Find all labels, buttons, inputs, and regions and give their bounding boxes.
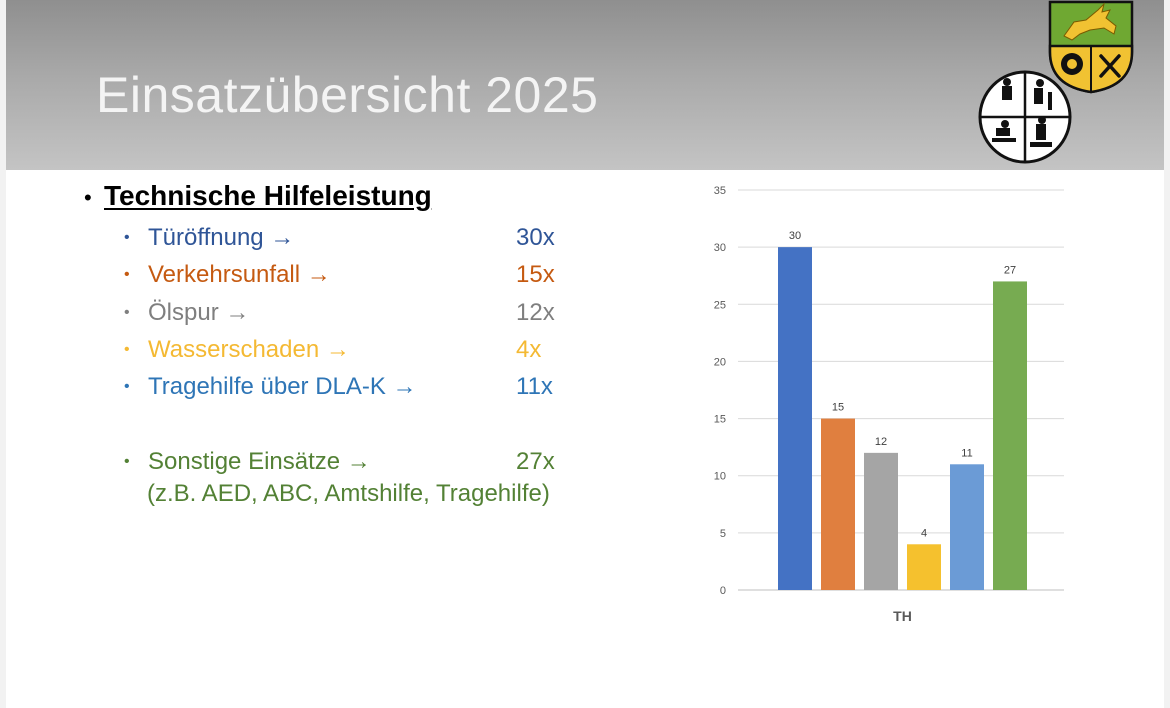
item-label: Verkehrsunfall →	[148, 261, 331, 288]
slide: Einsatzübersicht 2025	[6, 0, 1164, 708]
bullet-icon: •	[124, 266, 130, 283]
item-label: Sonstige Einsätze →	[148, 448, 371, 475]
fire-brigade-logo-icon	[978, 70, 1072, 164]
item-label: Türöffnung →	[148, 224, 295, 251]
bar	[907, 544, 941, 590]
list-item-oelspur: • Ölspur → 12x	[124, 299, 555, 327]
y-tick-label: 10	[714, 471, 726, 483]
y-tick-label: 20	[714, 356, 726, 368]
bullet-icon: •	[124, 229, 130, 246]
bar	[950, 464, 984, 590]
list-item-wasserschaden: • Wasserschaden → 4x	[124, 336, 541, 364]
item-count: 30x	[516, 224, 555, 251]
x-category-label: TH	[893, 608, 912, 624]
slide-title: Einsatzübersicht 2025	[96, 67, 599, 123]
bullet-icon: •	[124, 453, 130, 470]
item-count: 4x	[516, 336, 542, 363]
section-heading-text: Technische Hilfeleistung	[104, 180, 432, 211]
title-banner: Einsatzübersicht 2025	[6, 0, 1164, 170]
data-label: 30	[789, 230, 801, 242]
item-count: 12x	[516, 299, 555, 326]
y-tick-label: 15	[714, 414, 726, 426]
bullet-icon: •	[124, 304, 130, 321]
item-label: Ölspur →	[148, 299, 250, 326]
section-heading: • Technische Hilfeleistung	[84, 180, 432, 212]
bar	[778, 247, 812, 590]
bar	[821, 418, 855, 590]
bullet-icon: •	[84, 185, 92, 210]
bullet-icon: •	[124, 378, 130, 395]
list-item-tueroeffnung: • Türöffnung → 30x	[124, 224, 555, 252]
y-tick-label: 35	[714, 185, 726, 197]
bar	[864, 452, 898, 590]
coat-of-arms-icon	[1048, 0, 1134, 94]
sonstige-note: (z.B. AED, ABC, Amtshilfe, Tragehilfe)	[147, 480, 550, 507]
y-tick-label: 30	[714, 242, 726, 254]
y-tick-label: 25	[714, 299, 726, 311]
list-item-verkehrsunfall: • Verkehrsunfall → 15x	[124, 261, 555, 289]
item-count: 15x	[516, 261, 555, 288]
bar-chart: 0 5 10 15 20 25 30 35 30 15 12 4 11 27 TH	[714, 185, 1064, 624]
data-label: 4	[921, 527, 927, 539]
data-label: 11	[961, 447, 972, 459]
y-tick-label: 0	[720, 585, 726, 597]
item-count: 27x	[516, 448, 555, 475]
bullet-icon: •	[124, 341, 130, 358]
item-label: Wasserschaden →	[148, 336, 350, 363]
list-item-sonstige: • Sonstige Einsätze → 27x	[124, 448, 555, 476]
data-label: 12	[875, 436, 887, 448]
data-label: 15	[832, 402, 844, 414]
bar	[993, 281, 1027, 590]
list-item-tragehilfe: • Tragehilfe über DLA-K → 11x	[124, 373, 553, 401]
y-tick-label: 5	[720, 528, 726, 540]
item-count: 11x	[516, 373, 553, 400]
data-label: 27	[1004, 264, 1016, 276]
item-label: Tragehilfe über DLA-K →	[148, 373, 417, 400]
